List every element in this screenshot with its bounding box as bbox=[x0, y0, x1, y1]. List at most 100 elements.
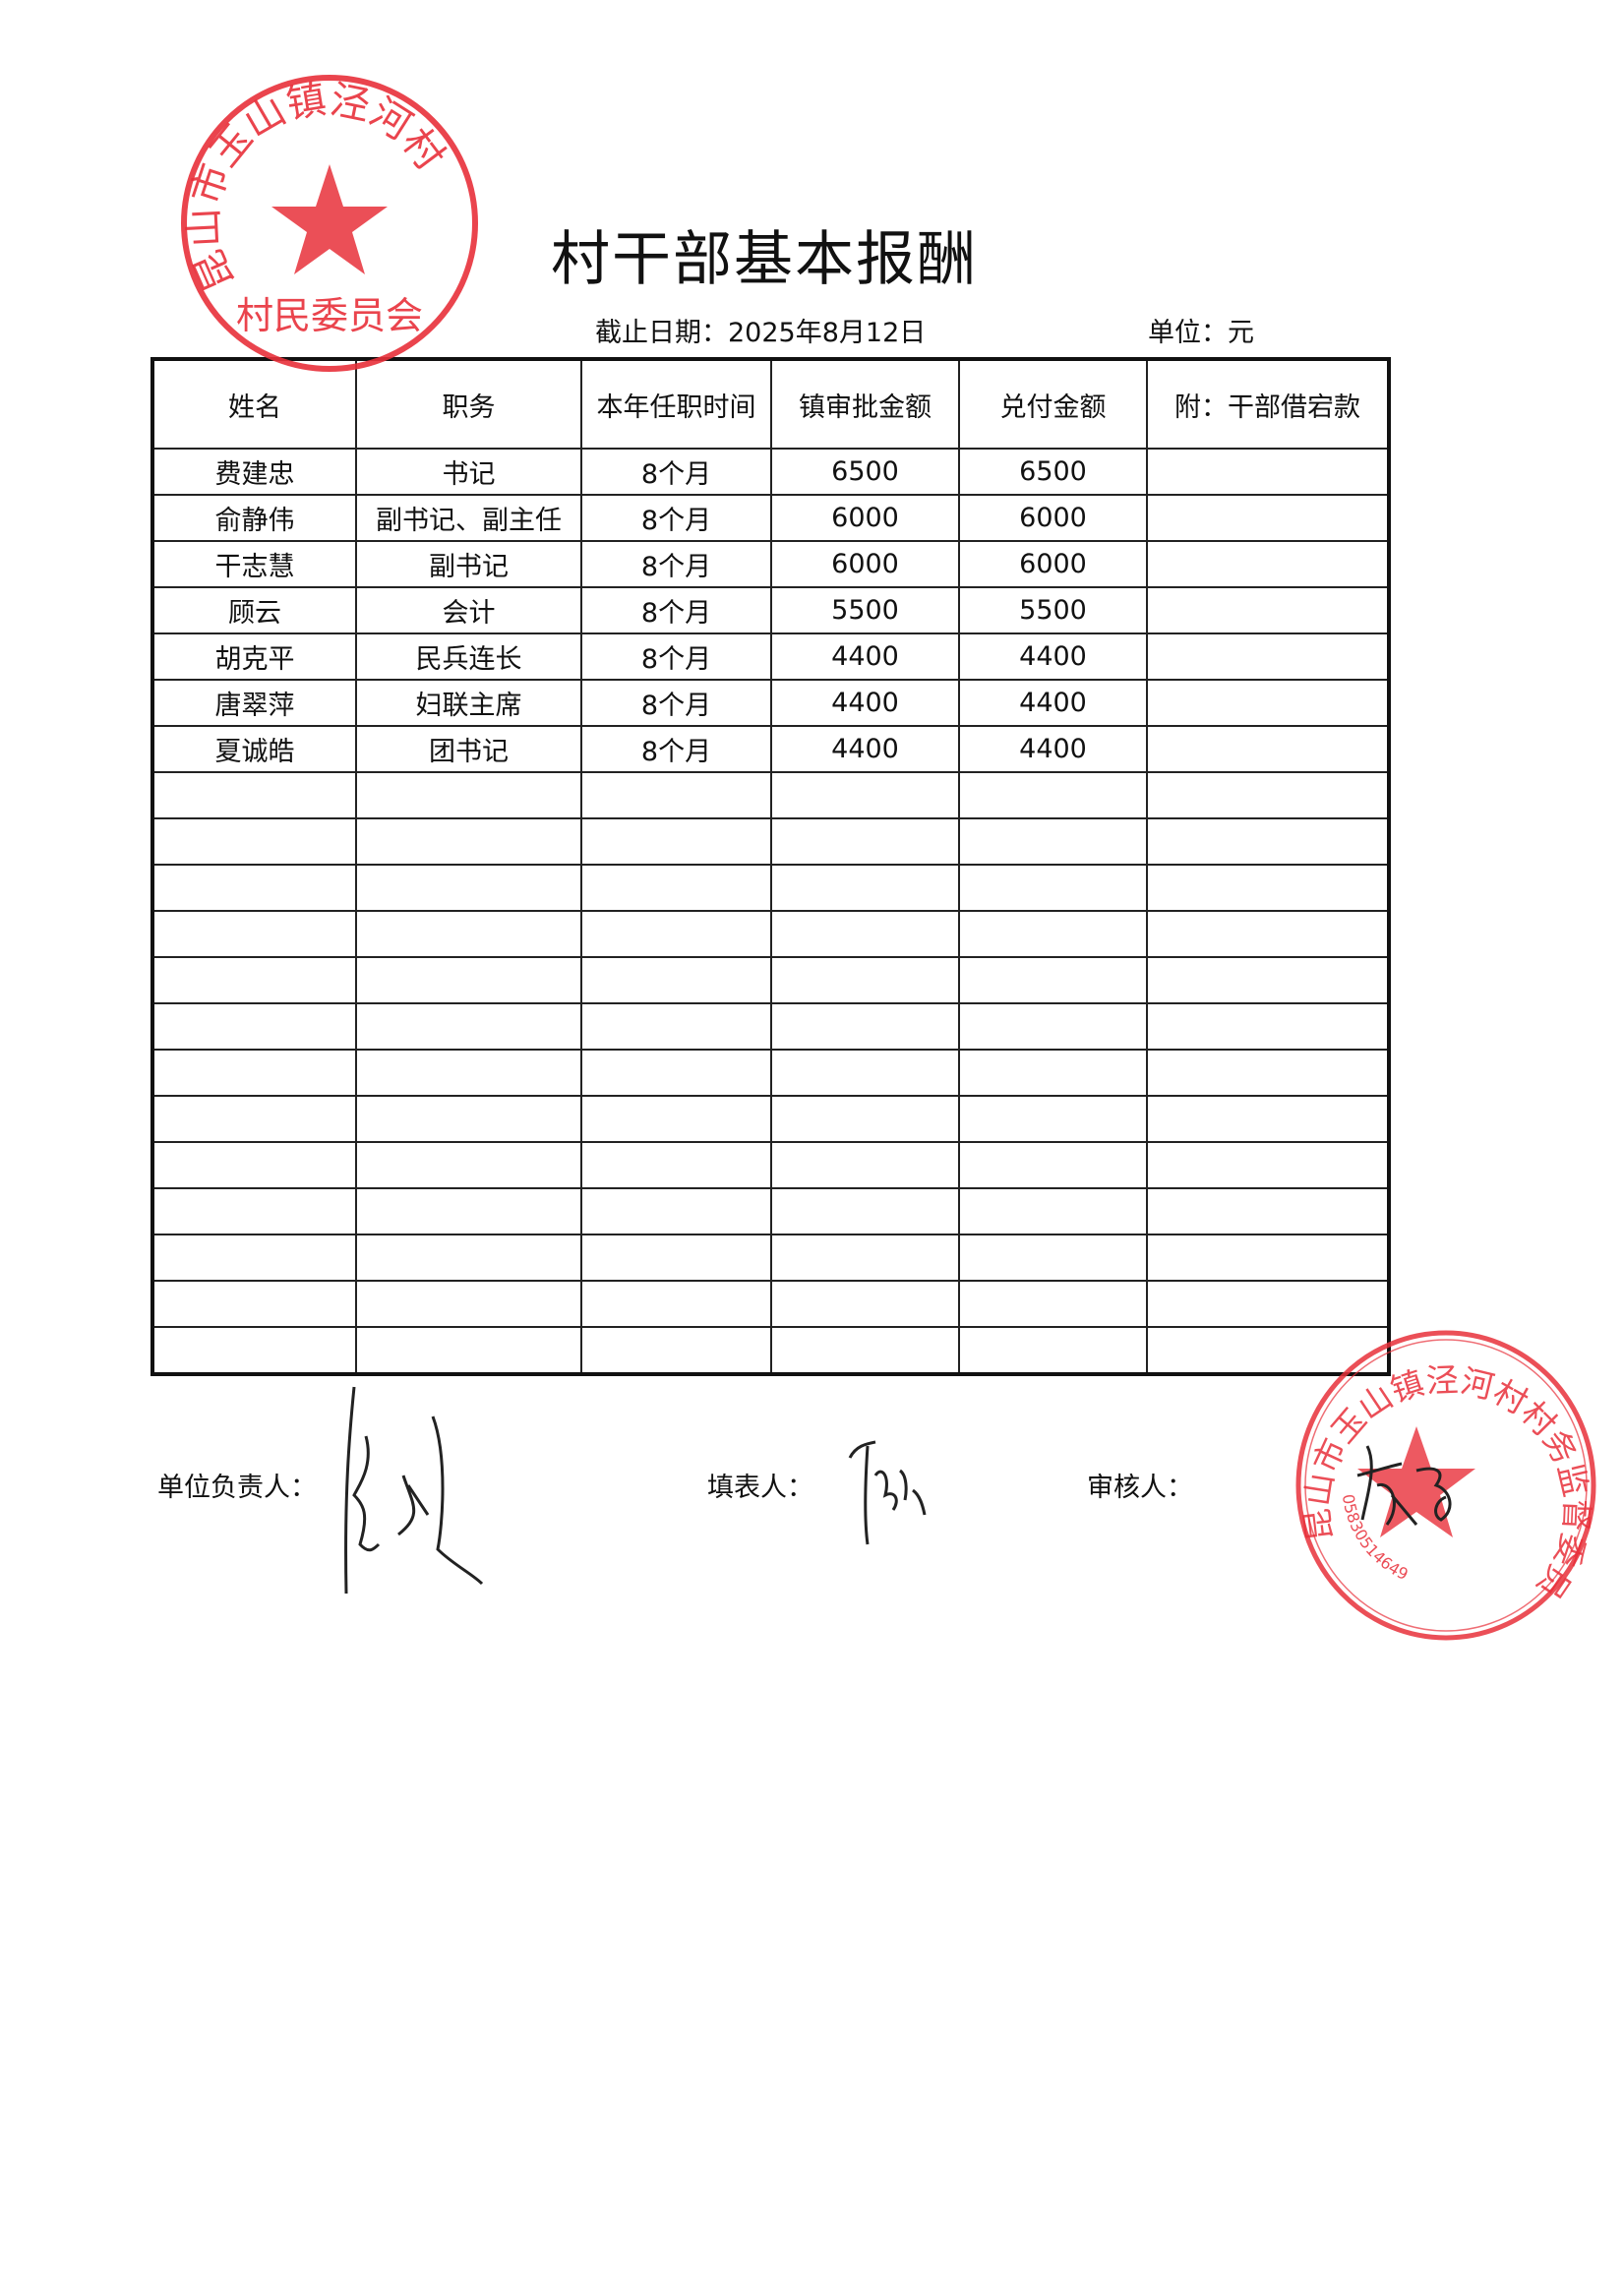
empty-cell bbox=[1146, 1002, 1390, 1051]
empty-cell bbox=[958, 1187, 1148, 1235]
village-committee-stamp: 昆山市玉山镇泾河村 村民委员会 bbox=[181, 75, 478, 372]
empty-cell bbox=[1146, 1234, 1390, 1282]
cell-paid-amount: 4400 bbox=[958, 725, 1148, 773]
star-icon bbox=[271, 164, 388, 274]
empty-cell bbox=[151, 1187, 357, 1235]
empty-cell bbox=[770, 1002, 960, 1051]
cell-position: 民兵连长 bbox=[355, 632, 582, 681]
empty-cell bbox=[151, 1002, 357, 1051]
stamp-arc-text: 昆山市玉山镇泾河村 bbox=[181, 77, 452, 297]
star-icon bbox=[1357, 1426, 1475, 1537]
empty-cell bbox=[770, 910, 960, 958]
deadline-date: 截止日期：2025年8月12日 bbox=[595, 318, 927, 348]
empty-cell bbox=[958, 1326, 1148, 1375]
cell-approved-amount: 6000 bbox=[770, 494, 960, 542]
empty-cell bbox=[770, 1049, 960, 1097]
empty-cell bbox=[958, 1234, 1148, 1282]
table-row: 顾云 会计 8个月 5500 5500 bbox=[151, 586, 1390, 634]
header-name: 姓名 bbox=[151, 358, 357, 450]
empty-table-row bbox=[151, 1326, 1390, 1375]
table-row: 干志慧 副书记 8个月 6000 6000 bbox=[151, 540, 1390, 588]
reviewer-label: 审核人： bbox=[1087, 1473, 1193, 1503]
empty-cell bbox=[580, 956, 772, 1004]
empty-cell bbox=[770, 1234, 960, 1282]
empty-cell bbox=[580, 771, 772, 819]
cell-tenure: 8个月 bbox=[580, 540, 772, 588]
remuneration-table: 姓名 职务 本年任职时间 镇审批金额 兑付金额 附：干部借宕款 费建忠 书记 8个月… bbox=[150, 357, 1391, 1376]
cell-tenure: 8个月 bbox=[580, 632, 772, 681]
empty-table-row bbox=[151, 771, 1390, 819]
supervision-committee-stamp: 昆山市玉山镇泾河村村务监督委员会 05830514649 bbox=[1273, 1297, 1596, 1641]
cell-approved-amount: 6000 bbox=[770, 540, 960, 588]
cell-name: 费建忠 bbox=[151, 448, 357, 496]
empty-cell bbox=[1146, 910, 1390, 958]
empty-cell bbox=[580, 1002, 772, 1051]
empty-cell bbox=[151, 1095, 357, 1143]
empty-cell bbox=[355, 910, 582, 958]
cell-loans bbox=[1146, 586, 1390, 634]
leader-label: 单位负责人： bbox=[157, 1473, 317, 1503]
empty-cell bbox=[958, 864, 1148, 912]
empty-cell bbox=[958, 1280, 1148, 1328]
cell-approved-amount: 4400 bbox=[770, 679, 960, 727]
reviewer-signature bbox=[1356, 1445, 1452, 1526]
empty-cell bbox=[770, 864, 960, 912]
cell-approved-amount: 4400 bbox=[770, 725, 960, 773]
empty-cell bbox=[151, 817, 357, 866]
cell-loans bbox=[1146, 540, 1390, 588]
empty-cell bbox=[770, 1280, 960, 1328]
empty-table-row bbox=[151, 864, 1390, 912]
empty-cell bbox=[355, 1002, 582, 1051]
cell-tenure: 8个月 bbox=[580, 679, 772, 727]
cell-position: 妇联主席 bbox=[355, 679, 582, 727]
empty-cell bbox=[355, 1049, 582, 1097]
cell-tenure: 8个月 bbox=[580, 586, 772, 634]
empty-cell bbox=[355, 956, 582, 1004]
currency-unit: 单位：元 bbox=[1148, 318, 1254, 348]
cell-paid-amount: 6500 bbox=[958, 448, 1148, 496]
empty-cell bbox=[580, 864, 772, 912]
cell-loans bbox=[1146, 632, 1390, 681]
empty-cell bbox=[151, 1049, 357, 1097]
cell-name: 夏诚皓 bbox=[151, 725, 357, 773]
empty-cell bbox=[355, 771, 582, 819]
empty-cell bbox=[770, 1187, 960, 1235]
svg-text:昆山市玉山镇泾河村: 昆山市玉山镇泾河村 bbox=[181, 77, 452, 297]
header-approved-amount: 镇审批金额 bbox=[770, 358, 960, 450]
empty-cell bbox=[151, 1280, 357, 1328]
cell-name: 干志慧 bbox=[151, 540, 357, 588]
empty-table-row bbox=[151, 1002, 1390, 1051]
cell-tenure: 8个月 bbox=[580, 494, 772, 542]
empty-table-row bbox=[151, 1049, 1390, 1097]
empty-cell bbox=[580, 1234, 772, 1282]
cell-position: 书记 bbox=[355, 448, 582, 496]
empty-cell bbox=[958, 1141, 1148, 1189]
header-paid-amount: 兑付金额 bbox=[958, 358, 1148, 450]
cell-position: 副书记 bbox=[355, 540, 582, 588]
cell-tenure: 8个月 bbox=[580, 725, 772, 773]
empty-cell bbox=[1146, 1187, 1390, 1235]
empty-cell bbox=[580, 1280, 772, 1328]
cell-name: 顾云 bbox=[151, 586, 357, 634]
stamp-bottom-text: 村民委员会 bbox=[236, 294, 423, 337]
cell-loans bbox=[1146, 679, 1390, 727]
cell-name: 胡克平 bbox=[151, 632, 357, 681]
header-position: 职务 bbox=[355, 358, 582, 450]
page-title: 村干部基本报酬 bbox=[551, 225, 978, 294]
empty-table-row bbox=[151, 910, 1390, 958]
empty-cell bbox=[151, 956, 357, 1004]
empty-cell bbox=[151, 1326, 357, 1375]
empty-cell bbox=[1146, 771, 1390, 819]
empty-table-row bbox=[151, 1141, 1390, 1189]
empty-cell bbox=[580, 1141, 772, 1189]
filler-label: 填表人： bbox=[707, 1473, 813, 1503]
empty-cell bbox=[1146, 1095, 1390, 1143]
empty-cell bbox=[958, 1095, 1148, 1143]
empty-cell bbox=[151, 864, 357, 912]
empty-table-row bbox=[151, 817, 1390, 866]
cell-position: 副书记、副主任 bbox=[355, 494, 582, 542]
empty-table-row bbox=[151, 1234, 1390, 1282]
empty-cell bbox=[355, 1326, 582, 1375]
table-row: 费建忠 书记 8个月 6500 6500 bbox=[151, 448, 1390, 496]
empty-cell bbox=[770, 1095, 960, 1143]
